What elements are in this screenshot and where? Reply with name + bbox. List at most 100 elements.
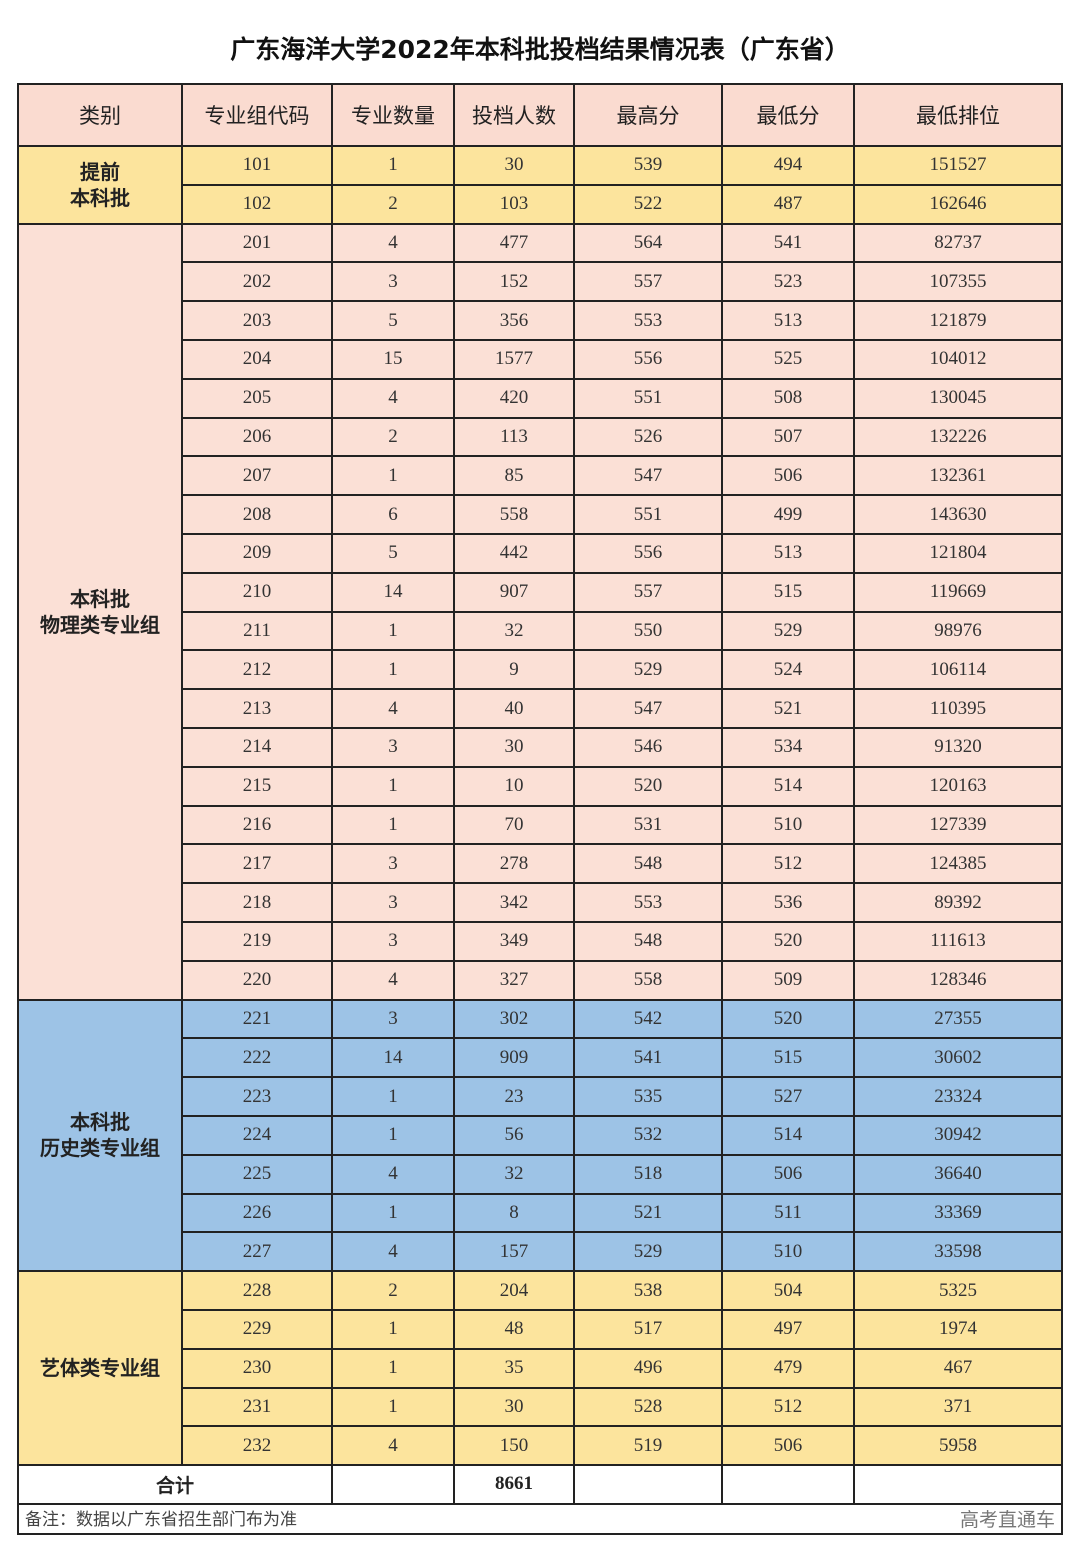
table-row: 206 2 113 526 507 132226 xyxy=(18,416,1063,458)
admitted-count-cell: 157 xyxy=(453,1231,575,1273)
max-score-cell: 556 xyxy=(573,532,723,574)
max-score-cell: 532 xyxy=(573,1114,723,1156)
admitted-count-cell: 420 xyxy=(453,377,575,419)
min-rank-cell: 5958 xyxy=(853,1425,1063,1467)
major-count-cell: 3 xyxy=(331,261,455,303)
min-score-cell: 499 xyxy=(721,494,855,535)
max-score-cell: 547 xyxy=(573,688,723,729)
group-code-cell: 205 xyxy=(181,377,333,419)
admitted-count-cell: 85 xyxy=(453,455,575,497)
admitted-count-cell: 56 xyxy=(453,1114,575,1156)
min-score-cell: 507 xyxy=(721,416,855,458)
table-row: 205 4 420 551 508 130045 xyxy=(18,377,1063,419)
major-count-cell: 3 xyxy=(331,882,455,923)
note-text: 备注：数据以广东省招生部门布为准 xyxy=(25,1510,297,1531)
group-code-cell: 220 xyxy=(181,959,333,1001)
max-score-cell: 550 xyxy=(573,610,723,652)
min-rank-cell: 143630 xyxy=(853,494,1063,535)
table-row: 204 15 1577 556 525 104012 xyxy=(18,338,1063,380)
admitted-count-cell: 150 xyxy=(453,1425,575,1467)
min-score-cell: 514 xyxy=(721,1114,855,1156)
admitted-count-cell: 32 xyxy=(453,1153,575,1195)
max-score-cell: 535 xyxy=(573,1076,723,1117)
admitted-count-cell: 10 xyxy=(453,765,575,807)
max-score-cell: 553 xyxy=(573,882,723,923)
table-row: 217 3 278 548 512 124385 xyxy=(18,843,1063,885)
table-row: 203 5 356 553 513 121879 xyxy=(18,300,1063,341)
admitted-count-cell: 477 xyxy=(453,222,575,264)
group-code-cell: 216 xyxy=(181,804,333,846)
admitted-count-cell: 113 xyxy=(453,416,575,458)
major-count-cell: 1 xyxy=(331,804,455,846)
max-score-cell: 538 xyxy=(573,1270,723,1311)
total-label: 合计 xyxy=(17,1464,333,1505)
min-score-cell: 510 xyxy=(721,1231,855,1273)
admitted-count-cell: 35 xyxy=(453,1347,575,1389)
admitted-count-cell: 103 xyxy=(453,183,575,225)
admitted-count-cell: 23 xyxy=(453,1076,575,1117)
group-code-cell: 230 xyxy=(181,1347,333,1389)
admission-table: 类别 专业组代码 专业数量 投档人数 最高分 最低分 最低排位 提前 本科批 101… xyxy=(17,83,1063,1535)
admitted-count-cell: 349 xyxy=(453,920,575,962)
watermark: 高考直通车 xyxy=(959,1509,1055,1532)
group-code-cell: 224 xyxy=(181,1114,333,1156)
max-score-cell: 556 xyxy=(573,338,723,380)
major-count-cell: 1 xyxy=(331,610,455,652)
admitted-count-cell: 30 xyxy=(453,1386,575,1428)
table-row: 提前 本科批 101 1 30 539 494 151527 xyxy=(17,145,1063,225)
table-row: 222 14 909 541 515 30602 xyxy=(18,1037,1063,1079)
admitted-count-cell: 30 xyxy=(453,726,575,768)
major-count-cell: 4 xyxy=(331,688,455,729)
major-count-cell: 15 xyxy=(331,338,455,380)
admitted-count-cell: 152 xyxy=(453,261,575,303)
table-row: 227 4 157 529 510 33598 xyxy=(18,1231,1063,1273)
major-count-cell: 6 xyxy=(331,494,455,535)
group-code-cell: 225 xyxy=(181,1153,333,1195)
major-count-cell: 1 xyxy=(331,455,455,497)
group-code-cell: 222 xyxy=(181,1037,333,1079)
total-empty xyxy=(573,1464,723,1505)
table-row: 219 3 349 548 520 111613 xyxy=(18,920,1063,962)
major-count-cell: 5 xyxy=(331,532,455,574)
admitted-count-cell: 907 xyxy=(453,571,575,613)
table-row: 210 14 907 557 515 119669 xyxy=(18,571,1063,613)
max-score-cell: 526 xyxy=(573,416,723,458)
min-score-cell: 511 xyxy=(721,1192,855,1234)
max-score-cell: 548 xyxy=(573,920,723,962)
max-score-cell: 521 xyxy=(573,1192,723,1234)
min-score-cell: 508 xyxy=(721,377,855,419)
min-score-cell: 513 xyxy=(721,300,855,341)
header-row: 类别 专业组代码 专业数量 投档人数 最高分 最低分 最低排位 xyxy=(17,83,1063,147)
min-score-cell: 509 xyxy=(721,959,855,1001)
group-code-cell: 217 xyxy=(181,843,333,885)
major-count-cell: 5 xyxy=(331,300,455,341)
min-rank-cell: 33598 xyxy=(853,1231,1063,1273)
min-rank-cell: 27355 xyxy=(853,998,1063,1040)
max-score-cell: 531 xyxy=(573,804,723,846)
admitted-count-cell: 356 xyxy=(453,300,575,341)
major-count-cell: 2 xyxy=(331,416,455,458)
major-count-cell: 1 xyxy=(331,1386,455,1428)
table-row: 220 4 327 558 509 128346 xyxy=(18,959,1063,1001)
min-score-cell: 487 xyxy=(721,183,855,225)
total-row: 合计 8661 xyxy=(17,1464,1063,1505)
max-score-cell: 522 xyxy=(573,183,723,225)
table-row: 215 1 10 520 514 120163 xyxy=(18,765,1063,807)
min-score-cell: 515 xyxy=(721,571,855,613)
group-code-cell: 214 xyxy=(181,726,333,768)
table-row: 102 2 103 522 487 162646 xyxy=(18,183,1063,225)
admitted-count-cell: 32 xyxy=(453,610,575,652)
max-score-cell: 529 xyxy=(573,649,723,691)
max-score-cell: 517 xyxy=(573,1308,723,1350)
min-rank-cell: 467 xyxy=(853,1347,1063,1389)
group-code-cell: 227 xyxy=(181,1231,333,1273)
group-code-cell: 232 xyxy=(181,1425,333,1467)
category-cell: 本科批 历史类专业组 xyxy=(17,998,183,1273)
max-score-cell: 553 xyxy=(573,300,723,341)
max-score-cell: 542 xyxy=(573,998,723,1040)
min-rank-cell: 132226 xyxy=(853,416,1063,458)
max-score-cell: 539 xyxy=(573,145,723,186)
group-code-cell: 204 xyxy=(181,338,333,380)
min-score-cell: 510 xyxy=(721,804,855,846)
category-cell: 艺体类专业组 xyxy=(17,1270,183,1467)
